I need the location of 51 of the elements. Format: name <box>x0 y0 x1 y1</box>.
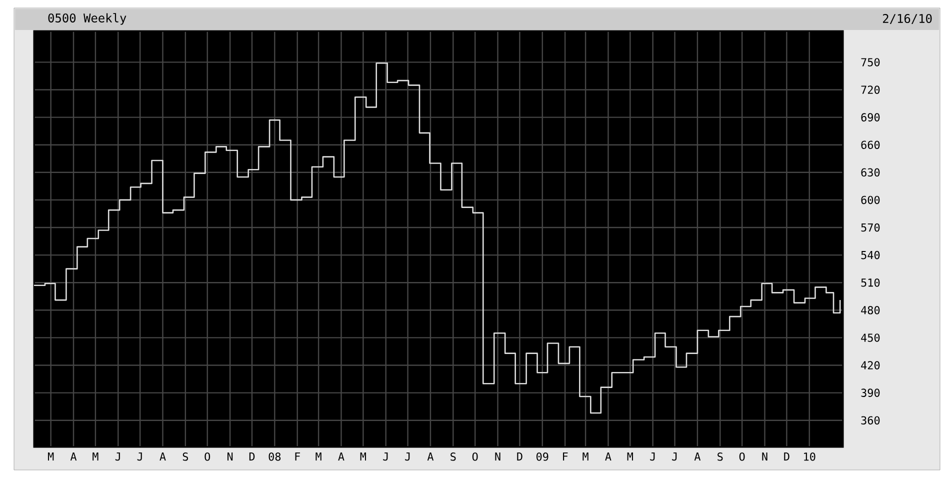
x-tick-label: J <box>137 452 142 461</box>
x-tick-label: A <box>694 452 701 460</box>
x-tick-label: D <box>784 452 790 460</box>
x-tick-label: S <box>450 452 456 461</box>
x-tick-label: F <box>295 452 300 460</box>
x-tick-label: D <box>249 452 255 460</box>
x-tick-label: A <box>70 452 77 460</box>
y-tick-label: 510 <box>861 278 880 287</box>
x-tick-label: M <box>92 452 98 460</box>
x-tick-label: A <box>605 452 612 460</box>
chart-title: 0500 Weekly <box>48 13 126 25</box>
x-tick-label: A <box>427 452 434 460</box>
y-tick-label: 540 <box>861 250 880 260</box>
x-tick-label: O <box>472 452 478 461</box>
x-tick-label: F <box>563 452 568 460</box>
x-tick-label: M <box>627 452 633 460</box>
y-tick-label: 360 <box>861 416 880 424</box>
x-tick-label: J <box>115 452 120 461</box>
x-tick-label: J <box>650 452 655 461</box>
x-tick-label: 08 <box>268 452 281 461</box>
x-tick-label: O <box>204 452 210 461</box>
y-tick-label: 420 <box>861 361 880 370</box>
y-tick-label: 570 <box>861 223 880 232</box>
x-tick-label: M <box>360 452 366 460</box>
x-tick-label: M <box>316 452 322 460</box>
y-tick-label: 690 <box>861 113 880 122</box>
x-tick-label: N <box>762 452 768 460</box>
x-tick-label: M <box>582 452 588 460</box>
y-tick-label: 720 <box>861 86 880 94</box>
y-tick-label: 630 <box>861 168 880 177</box>
y-tick-label: 750 <box>861 58 880 66</box>
y-tick-label: 600 <box>861 196 880 204</box>
x-tick-label: A <box>338 452 344 460</box>
x-tick-label: S <box>182 452 188 461</box>
x-tick-label: J <box>672 452 677 461</box>
x-tick-label: S <box>718 452 723 461</box>
x-tick-label: 09 <box>536 452 548 461</box>
y-tick-label: 450 <box>861 334 880 342</box>
x-tick-label: N <box>227 452 233 460</box>
x-tick-label: J <box>383 452 388 461</box>
x-tick-label: J <box>405 452 410 461</box>
y-tick-label: 390 <box>861 388 880 397</box>
y-tick-label: 660 <box>861 140 880 149</box>
y-tick-label: 480 <box>861 306 880 314</box>
x-tick-label: A <box>160 452 166 460</box>
text: 2/16/10 <box>882 14 932 24</box>
x-tick-label: D <box>517 452 522 460</box>
x-tick-label: O <box>739 452 745 461</box>
x-tick-label: M <box>48 452 54 460</box>
x-tick-label: 10 <box>804 452 816 461</box>
x-tick-label: N <box>495 452 500 460</box>
